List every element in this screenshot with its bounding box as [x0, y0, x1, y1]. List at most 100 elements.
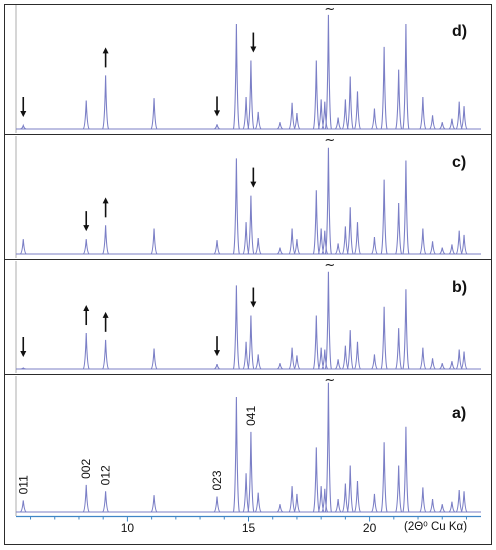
- diffraction-peak: [321, 230, 329, 255]
- diffraction-peak: [232, 158, 240, 255]
- x-axis-ticks: 10 15 20: [30, 516, 467, 535]
- panel-label: c): [452, 154, 466, 171]
- diffraction-peak: [371, 236, 378, 255]
- diffraction-peak: [455, 101, 463, 130]
- truncation-mark: ~: [324, 373, 335, 388]
- diffraction-peak: [324, 382, 332, 513]
- arrow-down: [250, 32, 257, 53]
- arrow-down: [20, 97, 27, 117]
- truncation-mark: ~: [324, 133, 335, 148]
- diffraction-peak: [334, 359, 342, 370]
- diffraction-peak: [341, 345, 349, 370]
- diffraction-peak: [312, 190, 320, 255]
- diffraction-peak: [402, 160, 410, 255]
- diffraction-peak: [380, 179, 388, 255]
- figure-frame: [4, 4, 492, 545]
- stacked-panels: ~ d) ~ c) ~ b) ~ a) 011 002 012 023 041: [5, 2, 491, 516]
- diffraction-peak: [312, 315, 320, 370]
- diffraction-peak: [402, 24, 410, 130]
- diffraction-peak: [439, 122, 446, 130]
- diffraction-peak: [276, 363, 284, 370]
- diffraction-peak: [402, 426, 410, 513]
- diffraction-peak: [19, 500, 27, 513]
- arrow-up: [83, 305, 90, 326]
- diffraction-peak: [460, 106, 468, 130]
- diffraction-peak: [312, 447, 320, 513]
- diffraction-peak: [380, 306, 388, 370]
- panel-b: ~ b): [5, 258, 491, 373]
- diffraction-peak: [150, 495, 158, 513]
- diffraction-peak: [288, 228, 296, 255]
- diffraction-peak: [354, 341, 361, 370]
- diffraction-peak: [254, 492, 262, 513]
- diffraction-peak: [460, 234, 468, 255]
- panel-label: b): [452, 279, 467, 296]
- diffraction-peak: [276, 122, 284, 130]
- diffraction-peak: [20, 367, 27, 370]
- diffraction-peak: [242, 222, 250, 255]
- diffraction-peak: [242, 473, 250, 513]
- x-tick-label: 15: [242, 521, 256, 535]
- diffraction-peak: [288, 102, 296, 130]
- diffraction-peak: [346, 330, 354, 370]
- diffraction-peak: [293, 112, 301, 130]
- diffraction-peak: [288, 486, 296, 513]
- diffraction-peak: [439, 247, 446, 255]
- diffraction-peak: [395, 465, 403, 513]
- diffraction-peak: [324, 14, 332, 130]
- diffraction-peak: [448, 501, 456, 513]
- diffraction-peak: [20, 123, 27, 130]
- diffraction-peak: [341, 483, 349, 513]
- diffraction-peak: [448, 244, 456, 255]
- diffraction-peak: [341, 99, 349, 130]
- diffraction-peak: [429, 241, 436, 255]
- panel-d: ~ d): [15, 2, 481, 133]
- diffraction-peak: [254, 238, 262, 255]
- peak-index-label: 023: [210, 470, 224, 490]
- diffraction-peak: [371, 354, 378, 370]
- diffraction-peak: [395, 203, 403, 255]
- diffraction-peak: [346, 76, 354, 130]
- arrow-up: [102, 311, 109, 332]
- diffraction-peak: [247, 195, 255, 255]
- diffraction-peak: [232, 24, 240, 130]
- diffraction-peak: [354, 222, 361, 255]
- diffraction-peak: [312, 60, 320, 130]
- diffraction-peak: [419, 97, 427, 130]
- diffraction-peak: [429, 499, 436, 513]
- peak-index-label: 011: [16, 475, 30, 494]
- diffraction-peak: [102, 75, 110, 130]
- arrow-up: [102, 197, 109, 218]
- diffraction-peak: [82, 333, 90, 370]
- diffraction-peak: [324, 147, 332, 255]
- diffraction-peak: [213, 240, 221, 255]
- diffraction-peak: [341, 226, 349, 255]
- arrow-up: [102, 47, 109, 68]
- diffraction-peak: [321, 101, 329, 130]
- panel-label: a): [452, 405, 466, 422]
- diffraction-peak: [455, 230, 463, 255]
- diffraction-peak: [371, 108, 378, 130]
- diffraction-peak: [247, 315, 255, 370]
- diffraction-peak: [324, 271, 332, 370]
- diffraction-peak: [346, 465, 354, 513]
- diffraction-peak: [293, 493, 301, 513]
- diffraction-peak: [242, 341, 250, 370]
- x-axis-unit-label: (2Θ⁰ Cu Kα): [404, 521, 467, 533]
- peak-index-label: 002: [79, 459, 93, 479]
- x-tick-label: 10: [121, 521, 135, 535]
- diffraction-peak: [439, 363, 446, 370]
- diffraction-peak: [276, 247, 284, 255]
- diffraction-peak: [402, 289, 410, 370]
- arrow-down: [250, 167, 257, 188]
- truncation-mark: ~: [324, 2, 335, 17]
- diffraction-peak: [380, 442, 388, 513]
- arrow-down: [83, 211, 90, 232]
- diffraction-peak: [395, 328, 403, 370]
- diffraction-peak: [254, 111, 262, 130]
- diffraction-peak: [150, 98, 158, 130]
- diffraction-peak: [439, 504, 446, 513]
- diffraction-peak: [354, 480, 361, 513]
- diffraction-peak: [82, 484, 90, 513]
- diffraction-peak: [247, 60, 255, 130]
